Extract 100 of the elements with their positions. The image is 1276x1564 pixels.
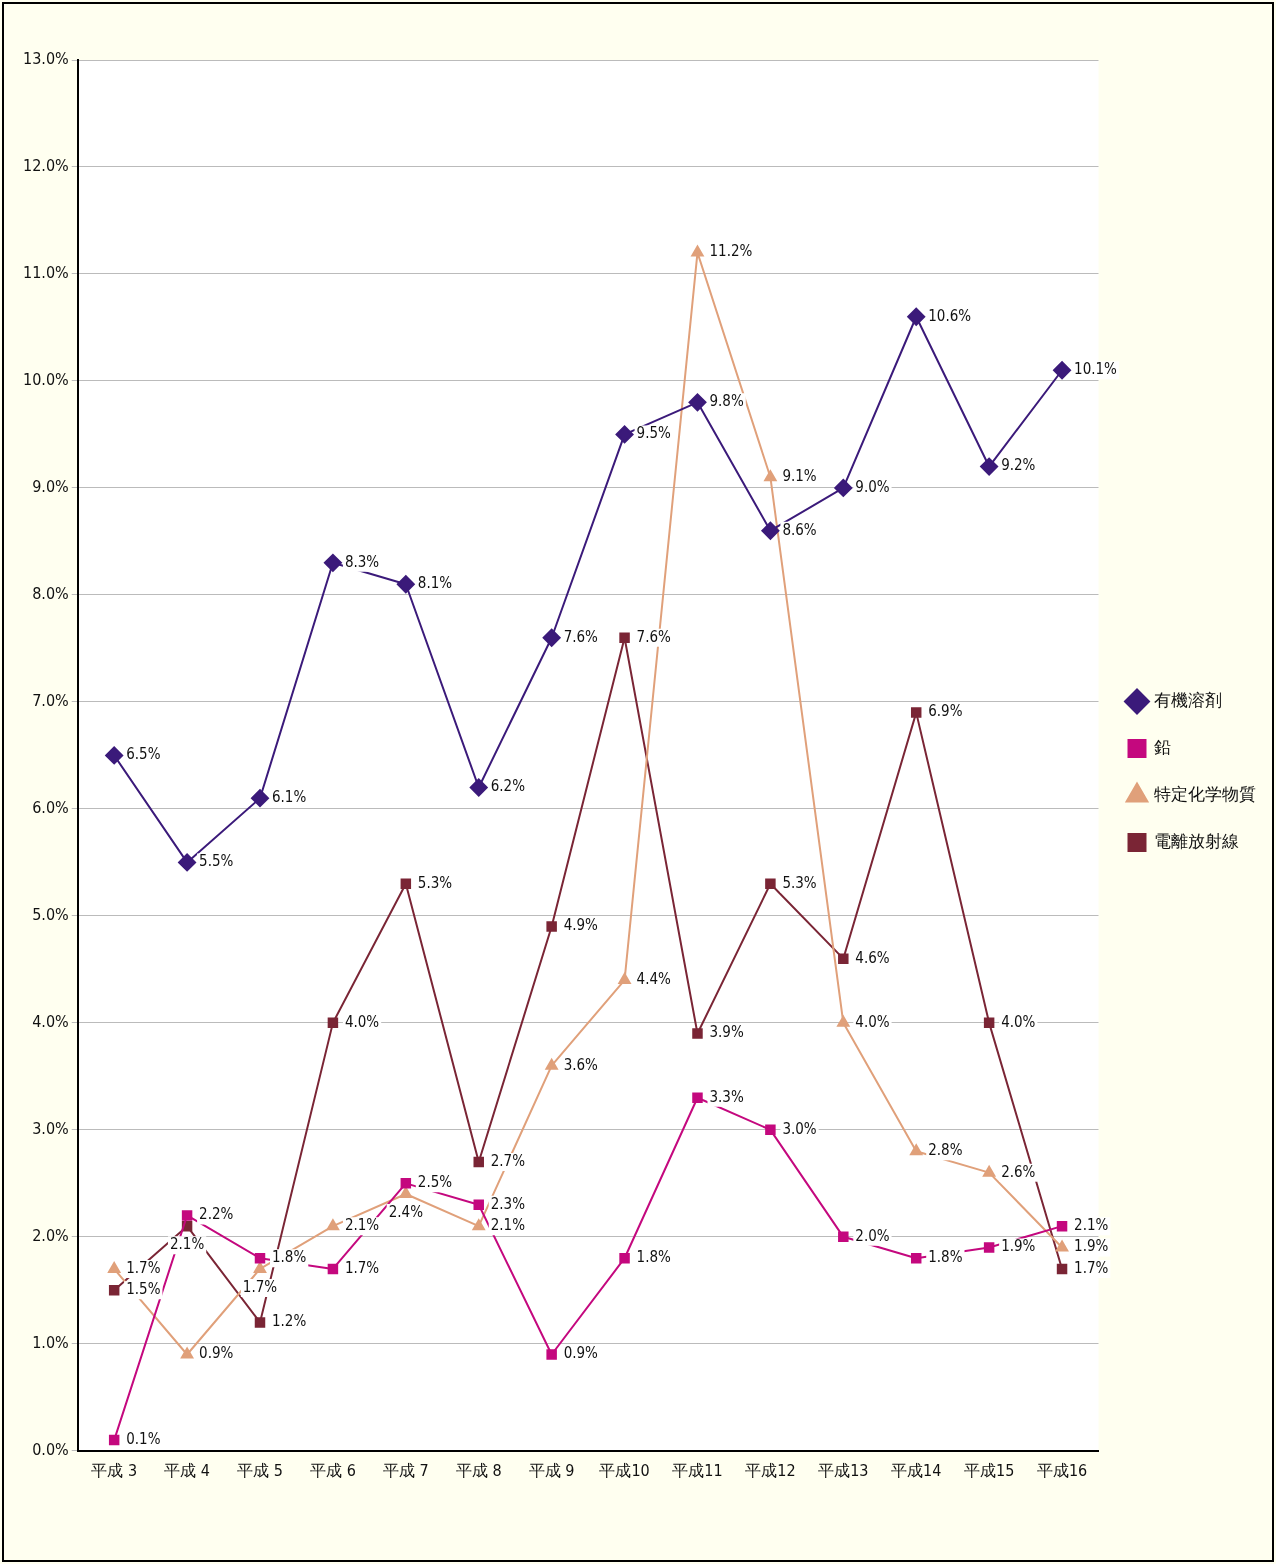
point: [473, 1199, 484, 1210]
point: [251, 789, 269, 808]
x-tick-label: 平成11: [672, 1460, 723, 1480]
point: [764, 470, 777, 482]
data-label: 1.7%: [126, 1258, 161, 1277]
point: [910, 1252, 922, 1264]
point: [983, 1017, 995, 1029]
data-label: 11.2%: [709, 242, 753, 261]
point: [327, 1017, 339, 1029]
data-label: 2.6%: [1001, 1162, 1036, 1181]
y-tick-label: 2.0%: [32, 1225, 69, 1245]
point: [834, 478, 853, 497]
data-label: 8.1%: [417, 574, 453, 593]
data-label: 5.3%: [417, 873, 453, 892]
point: [108, 1285, 120, 1296]
point: [838, 1231, 849, 1243]
point: [982, 1165, 996, 1177]
data-label: 4.4%: [636, 969, 672, 988]
x-tick-label: 平成13: [818, 1460, 869, 1480]
data-label: 9.5%: [636, 424, 672, 443]
point: [692, 1028, 703, 1039]
data-label: 8.6%: [782, 520, 817, 539]
y-tick-label: 3.0%: [32, 1119, 69, 1138]
point: [254, 1317, 266, 1328]
data-label: 7.6%: [636, 627, 672, 646]
point: [396, 575, 415, 594]
data-label: 5.5%: [199, 852, 234, 871]
point: [980, 457, 999, 476]
point: [105, 746, 124, 765]
point: [469, 778, 488, 797]
data-label: 0.9%: [563, 1344, 599, 1363]
data-label: 6.5%: [126, 745, 161, 764]
data-label: 2.0%: [855, 1226, 890, 1245]
data-label: 9.1%: [782, 467, 817, 486]
point: [108, 1434, 120, 1446]
x-tick-label: 平成16: [1036, 1460, 1088, 1480]
point: [545, 1058, 558, 1070]
point: [323, 553, 342, 572]
point: [180, 1347, 194, 1359]
point: [619, 1252, 630, 1264]
x-tick-label: 平成 3: [91, 1460, 138, 1480]
x-tick-label: 平成 4: [164, 1460, 210, 1480]
data-label: 2.3%: [490, 1194, 526, 1213]
point: [1055, 1240, 1069, 1252]
data-label: 1.9%: [1001, 1237, 1036, 1256]
point: [1056, 1263, 1068, 1275]
data-label: 4.0%: [1001, 1012, 1036, 1031]
data-label: 1.7%: [344, 1258, 380, 1277]
point: [615, 425, 634, 444]
y-tick-label: 5.0%: [32, 905, 69, 925]
data-label: 1.9%: [1074, 1237, 1109, 1256]
point: [910, 707, 922, 718]
data-label: 1.8%: [636, 1248, 672, 1267]
point: [107, 1261, 121, 1273]
point: [254, 1252, 266, 1264]
point: [691, 245, 704, 257]
x-tick-label: 平成 9: [528, 1460, 575, 1480]
point: [181, 1210, 193, 1221]
data-label: 2.1%: [490, 1216, 526, 1235]
point: [400, 878, 412, 890]
data-label: 3.9%: [709, 1023, 744, 1042]
point: [546, 921, 557, 932]
data-label: 4.9%: [563, 916, 599, 935]
data-label: 2.4%: [388, 1202, 424, 1221]
data-label: 7.6%: [563, 627, 599, 646]
data-label: 2.1%: [169, 1235, 205, 1254]
point: [473, 1156, 484, 1168]
data-label: 0.1%: [126, 1429, 161, 1448]
data-label: 1.2%: [272, 1312, 307, 1331]
data-label: 1.8%: [928, 1248, 963, 1267]
data-label: 9.2%: [1001, 456, 1036, 475]
point: [910, 1144, 923, 1156]
point: [983, 1242, 995, 1253]
data-label: 9.0%: [855, 477, 890, 496]
data-label: 10.6%: [928, 306, 972, 325]
point: [178, 853, 197, 872]
x-tick-label: 平成14: [891, 1460, 942, 1480]
y-tick-label: 9.0%: [32, 477, 69, 497]
legend-label: 鉛: [1154, 736, 1171, 757]
data-label: 4.0%: [855, 1012, 890, 1031]
data-label: 2.1%: [1074, 1216, 1109, 1235]
x-tick-label: 平成 5: [237, 1460, 283, 1480]
data-label: 1.7%: [1074, 1258, 1109, 1277]
point: [688, 393, 707, 412]
data-label: 1.7%: [242, 1277, 278, 1296]
y-tick-label: 7.0%: [32, 691, 69, 711]
data-label: 4.0%: [344, 1012, 380, 1031]
point: [619, 632, 630, 643]
data-label: 1.5%: [126, 1280, 161, 1299]
y-tick-label: 4.0%: [32, 1012, 69, 1032]
point: [765, 1124, 776, 1136]
y-tick-label: 6.0%: [32, 798, 69, 818]
x-tick-label: 平成 8: [455, 1460, 502, 1480]
legend-label: 有機溶剤: [1154, 689, 1222, 710]
point: [1053, 361, 1072, 380]
data-label: 3.3%: [709, 1087, 744, 1106]
y-tick-label: 8.0%: [32, 584, 69, 604]
point: [546, 1349, 557, 1360]
data-label: 2.8%: [928, 1141, 963, 1160]
y-tick-label: 12.0%: [23, 156, 69, 176]
